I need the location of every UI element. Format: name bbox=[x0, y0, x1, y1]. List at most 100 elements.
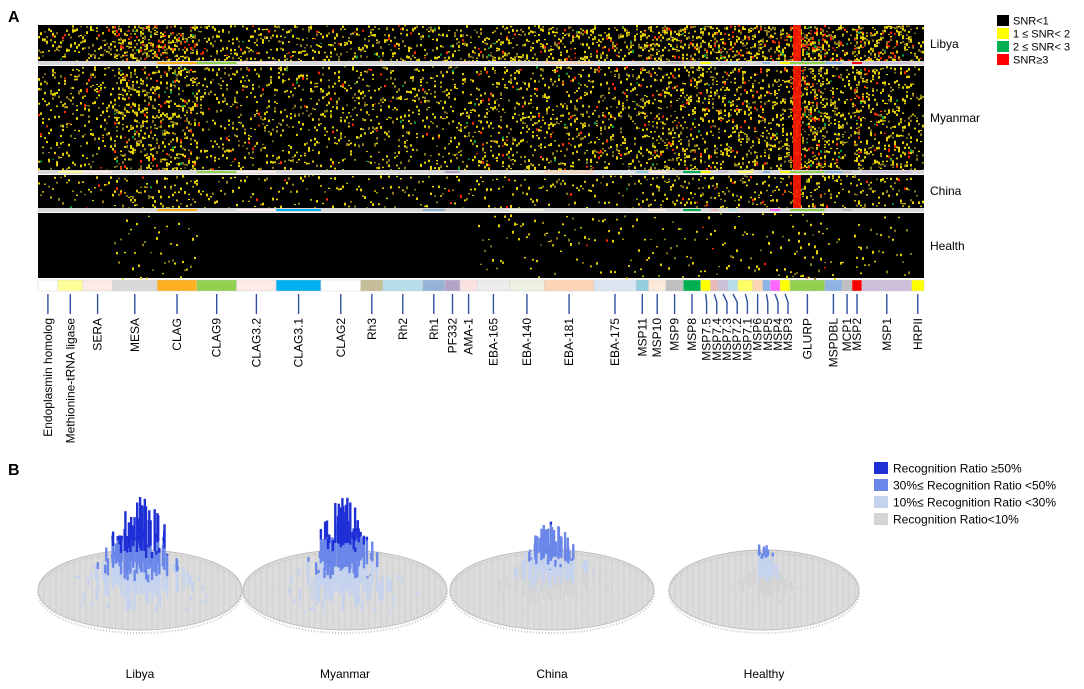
protein-segment bbox=[320, 279, 361, 292]
legend-swatch bbox=[874, 513, 888, 525]
protein-label-glurp: GLURP bbox=[800, 294, 814, 359]
protein-segment bbox=[789, 279, 825, 292]
legend-swatch bbox=[997, 28, 1009, 39]
protein-label-msp11: MSP11 bbox=[635, 294, 649, 356]
row-label-libya: Libya bbox=[930, 37, 959, 51]
protein-label-clag9: CLAG9 bbox=[210, 294, 224, 357]
landscape-myanmar: Myanmar bbox=[242, 497, 448, 681]
protein-label-msp7-2: MSP7.2 bbox=[730, 293, 744, 361]
protein-segment bbox=[156, 279, 198, 292]
protein-segment bbox=[824, 279, 843, 292]
protein-segment bbox=[737, 279, 753, 292]
landscape-china: China bbox=[449, 521, 655, 681]
protein-segment bbox=[382, 279, 423, 292]
protein-segment bbox=[762, 279, 771, 292]
protein-segment bbox=[779, 279, 791, 292]
protein-segment bbox=[459, 279, 478, 292]
protein-label-endoplasmin-homolog: Endoplasmin homolog bbox=[41, 294, 55, 437]
protein-segment bbox=[82, 279, 113, 292]
recognition-legend: Recognition Ratio ≥50% 30%≤ Recognition R… bbox=[874, 462, 1056, 527]
protein-segment bbox=[683, 279, 701, 292]
row-label-myanmar: Myanmar bbox=[930, 111, 980, 125]
protein-segment bbox=[593, 279, 637, 292]
protein-segment bbox=[648, 279, 667, 292]
legend-label: 1 ≤ SNR< 2 bbox=[1013, 29, 1070, 41]
protein-segment bbox=[57, 279, 83, 292]
panel-b-label: B bbox=[8, 462, 20, 479]
protein-label-pf332: PF332 bbox=[446, 294, 460, 353]
protein-segment bbox=[422, 279, 446, 292]
landscape-label: Libya bbox=[126, 667, 155, 681]
protein-label-eba-165: EBA-165 bbox=[486, 294, 500, 366]
protein-label-eba-181: EBA-181 bbox=[562, 294, 576, 366]
protein-label-msp2: MSP2 bbox=[850, 294, 864, 351]
protein-label-msp8: MSP8 bbox=[685, 294, 699, 351]
protein-label-mesa: MESA bbox=[128, 294, 142, 352]
legend-swatch bbox=[874, 462, 888, 474]
protein-label-msp9: MSP9 bbox=[668, 294, 682, 351]
heatmap-row-labels: Libya Myanmar China Health bbox=[930, 37, 980, 253]
protein-color-bar bbox=[37, 279, 925, 292]
protein-label-rh3: Rh3 bbox=[365, 294, 379, 340]
protein-segment bbox=[236, 279, 277, 292]
protein-label-msp10: MSP10 bbox=[650, 294, 664, 357]
protein-segment bbox=[861, 279, 912, 292]
protein-segment bbox=[276, 279, 322, 292]
protein-label-msp1: MSP1 bbox=[880, 294, 894, 351]
protein-label-msp7-5: MSP7.5 bbox=[700, 293, 714, 361]
protein-label-clag3-1: CLAG3.1 bbox=[292, 294, 306, 367]
protein-labels: Endoplasmin homolog Methionine-tRNA ligas… bbox=[41, 293, 925, 443]
protein-label-msp7-1: MSP7.1 bbox=[740, 293, 754, 361]
row-label-health: Health bbox=[930, 239, 965, 253]
landscape-label: China bbox=[536, 667, 568, 681]
protein-label-clag2: CLAG2 bbox=[334, 294, 348, 357]
legend-label: Recognition Ratio<10% bbox=[893, 513, 1019, 527]
protein-label-clag3-2: CLAG3.2 bbox=[249, 294, 263, 367]
protein-segment bbox=[710, 279, 719, 292]
landscape-label: Myanmar bbox=[320, 667, 370, 681]
protein-segment bbox=[635, 279, 649, 292]
landscape-libya: Libya bbox=[37, 497, 243, 681]
protein-label-msp7-3: MSP7.3 bbox=[720, 293, 734, 361]
landscape-label: Healthy bbox=[744, 667, 785, 681]
protein-segment bbox=[841, 279, 853, 292]
protein-segment bbox=[112, 279, 158, 292]
protein-label-msp3: MSP3 bbox=[781, 293, 795, 351]
protein-segment bbox=[509, 279, 545, 292]
protein-label-rh1: Rh1 bbox=[427, 294, 441, 340]
protein-segment bbox=[851, 279, 863, 292]
protein-segment bbox=[911, 279, 925, 292]
protein-label-msp6: MSP6 bbox=[751, 293, 765, 351]
legend-swatch bbox=[997, 54, 1009, 65]
heatmap bbox=[38, 25, 924, 280]
protein-segment bbox=[752, 279, 763, 292]
protein-label-mspdbl: MSPDBL bbox=[826, 294, 840, 367]
legend-label: SNR<1 bbox=[1013, 16, 1049, 28]
protein-label-msp7-4: MSP7.4 bbox=[710, 293, 724, 361]
legend-label: Recognition Ratio ≥50% bbox=[893, 462, 1022, 476]
protein-segment bbox=[700, 279, 711, 292]
row-label-china: China bbox=[930, 184, 962, 198]
legend-label: 10%≤ Recognition Ratio <30% bbox=[893, 496, 1056, 510]
legend-swatch bbox=[997, 15, 1009, 26]
protein-label-methionine-trna-ligase: Methionine-tRNA ligase bbox=[63, 294, 77, 443]
legend-label: SNR≥3 bbox=[1013, 55, 1048, 67]
legend-swatch bbox=[997, 41, 1009, 52]
landscape-healthy: Healthy bbox=[668, 544, 860, 681]
protein-label-rh2: Rh2 bbox=[396, 294, 410, 340]
protein-label-clag: CLAG bbox=[170, 294, 184, 351]
legend-swatch bbox=[874, 479, 888, 491]
protein-segment bbox=[37, 279, 59, 292]
protein-segment bbox=[544, 279, 595, 292]
protein-label-eba-140: EBA-140 bbox=[520, 294, 534, 366]
legend-swatch bbox=[874, 496, 888, 508]
protein-label-msp4: MSP4 bbox=[771, 293, 785, 351]
protein-label-hrpii: HRPII bbox=[911, 294, 925, 350]
recognition-landscapes: Libya Myanmar China Healthy bbox=[37, 497, 860, 681]
legend-label: 30%≤ Recognition Ratio <50% bbox=[893, 479, 1056, 493]
protein-segment bbox=[444, 279, 461, 292]
protein-label-ama-1: AMA-1 bbox=[462, 294, 476, 355]
protein-segment bbox=[196, 279, 237, 292]
protein-label-mcp1: MCP1 bbox=[840, 294, 854, 351]
